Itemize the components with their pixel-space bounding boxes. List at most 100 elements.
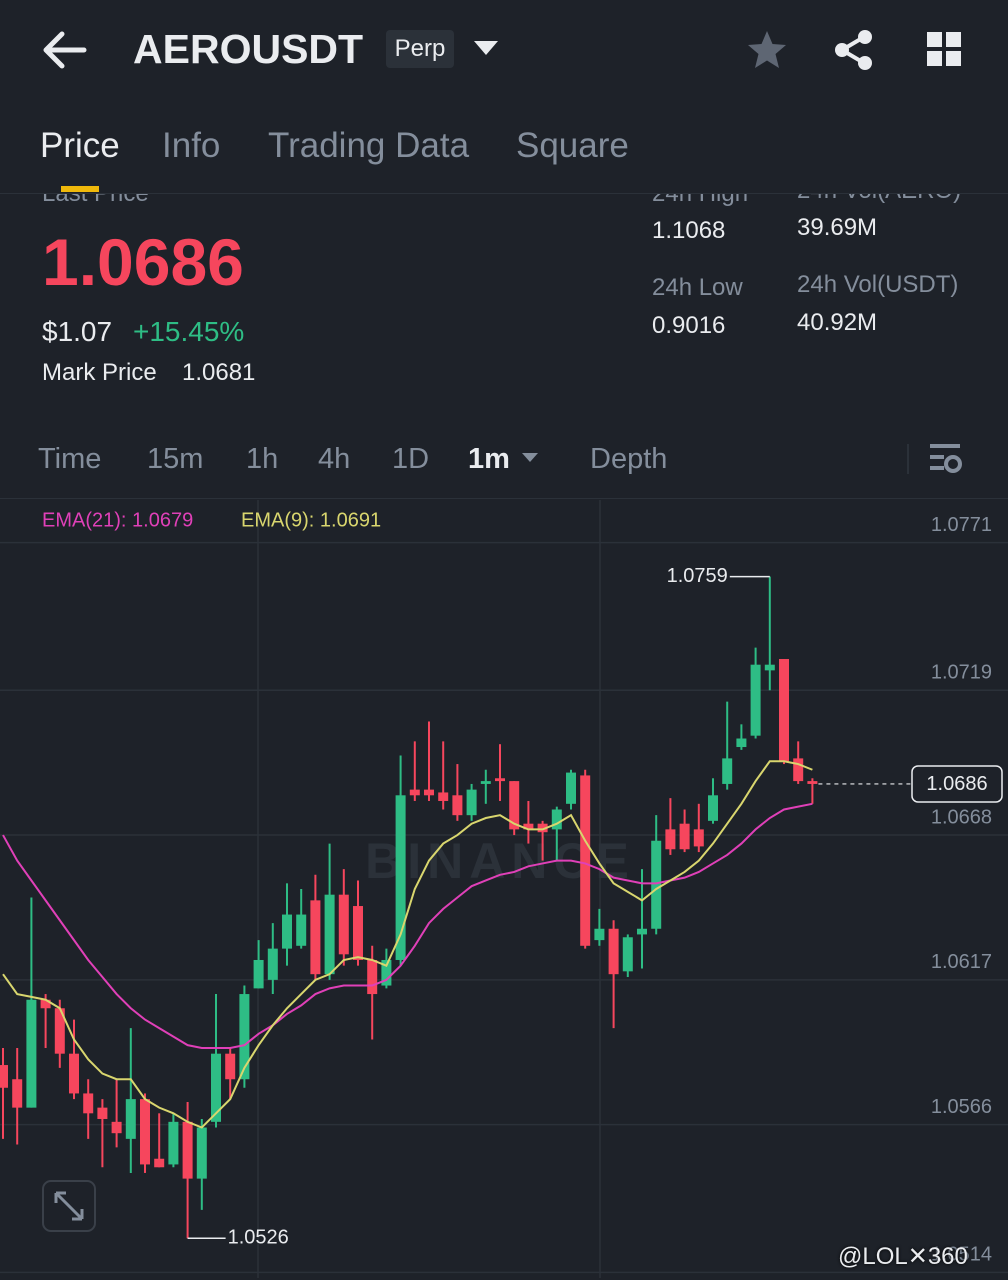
share-icon[interactable] bbox=[832, 28, 876, 72]
candle-body bbox=[225, 1053, 236, 1080]
candle-body bbox=[54, 1008, 65, 1054]
candle-body bbox=[267, 948, 278, 980]
candle-body bbox=[324, 894, 335, 975]
candle-body bbox=[793, 758, 804, 782]
candle-body bbox=[338, 894, 349, 955]
candle-body bbox=[679, 823, 690, 850]
price-chart: BINANCE EMA(21): 1.0679 EMA(9): 1.0691 1… bbox=[0, 500, 1008, 1278]
stat-value: 1.1068 bbox=[652, 217, 726, 244]
interval[interactable]: 1m bbox=[468, 443, 510, 475]
favorite-star[interactable] bbox=[745, 28, 789, 72]
legend-entry: EMA(21): 1.0679 bbox=[42, 509, 193, 531]
usd-price: $1.07 bbox=[42, 316, 113, 347]
candle-body bbox=[637, 928, 647, 935]
candle-body bbox=[253, 959, 264, 989]
last-price: 1.0686 bbox=[42, 225, 244, 299]
footer-watermark: @LOL✕360 bbox=[838, 1243, 968, 1270]
candle-body bbox=[509, 781, 520, 830]
interval[interactable]: Time bbox=[38, 443, 102, 475]
candle-body bbox=[125, 1099, 136, 1139]
mark-price: 1.0681 bbox=[182, 359, 256, 386]
tab-underline bbox=[61, 186, 99, 192]
back-arrow[interactable] bbox=[40, 28, 90, 72]
candle-body bbox=[452, 795, 463, 816]
divider bbox=[0, 498, 1008, 499]
candle-body bbox=[97, 1107, 108, 1119]
stat-value: 40.92M bbox=[797, 309, 878, 336]
candle-body bbox=[480, 781, 491, 784]
interval[interactable]: Depth bbox=[590, 443, 668, 475]
candle-body bbox=[424, 789, 434, 796]
candle-body bbox=[736, 738, 747, 748]
candle-body bbox=[367, 959, 378, 995]
symbol-dropdown[interactable] bbox=[472, 38, 500, 58]
candle-body bbox=[537, 823, 548, 833]
candle-body bbox=[764, 664, 775, 671]
high-label: 1.0759 bbox=[667, 565, 728, 587]
stat-label: 24h Vol(USDT) bbox=[797, 271, 959, 298]
legend-entry: EMA(9): 1.0691 bbox=[241, 509, 381, 531]
candle-body bbox=[12, 1079, 23, 1108]
mark-price-label: Mark Price bbox=[42, 359, 157, 386]
candle-body bbox=[182, 1121, 193, 1179]
interval[interactable]: 15m bbox=[147, 443, 204, 475]
stat-label: 24h Low bbox=[652, 274, 743, 301]
interval[interactable]: 1h bbox=[246, 443, 279, 475]
expand-button[interactable] bbox=[42, 1180, 96, 1232]
tab[interactable]: Price bbox=[40, 126, 120, 165]
y-tick-label: 1.0566 bbox=[931, 1096, 992, 1118]
candle-body bbox=[807, 781, 818, 784]
candle-body bbox=[708, 795, 718, 821]
candle-body bbox=[523, 823, 534, 830]
candle-body bbox=[495, 778, 505, 782]
candle-body bbox=[722, 758, 733, 784]
stat-value: 39.69M bbox=[797, 214, 878, 241]
candle-body bbox=[211, 1053, 221, 1122]
price-tag-label: 1.0686 bbox=[926, 773, 987, 795]
candle-body bbox=[69, 1053, 79, 1094]
tab[interactable]: Info bbox=[162, 126, 221, 165]
candle-body bbox=[154, 1158, 165, 1168]
candle-body bbox=[140, 1099, 150, 1165]
menu-grid[interactable] bbox=[925, 30, 965, 70]
separator bbox=[907, 444, 909, 474]
chart-settings[interactable] bbox=[928, 442, 964, 476]
perp-badge: Perp bbox=[386, 30, 454, 68]
price-tag bbox=[911, 765, 1003, 803]
y-tick-label: 1.0617 bbox=[931, 951, 992, 973]
stat-value: 0.9016 bbox=[652, 312, 726, 339]
stat-label: 24h Vol(AERO) bbox=[797, 194, 961, 205]
candle-body bbox=[353, 906, 363, 960]
candle-body bbox=[0, 1065, 8, 1088]
interval[interactable]: 1D bbox=[392, 443, 430, 475]
candle-body bbox=[83, 1093, 94, 1114]
tab[interactable]: Square bbox=[516, 126, 629, 165]
candle-body bbox=[651, 840, 662, 929]
ema-line bbox=[2, 760, 813, 1129]
low-label: 1.0526 bbox=[228, 1227, 289, 1249]
candle-body bbox=[665, 829, 676, 850]
last-price-label: Last Price bbox=[42, 194, 149, 208]
candle-body bbox=[310, 900, 321, 975]
interval[interactable]: 4h bbox=[318, 443, 351, 475]
ema-line bbox=[2, 802, 813, 1050]
stat-label: 24h High bbox=[652, 194, 748, 208]
candle-body bbox=[26, 999, 37, 1108]
candle-body bbox=[296, 914, 307, 946]
y-tick-label: 1.0771 bbox=[931, 514, 992, 536]
interval-dropdown[interactable] bbox=[520, 451, 540, 465]
tab[interactable]: Trading Data bbox=[268, 126, 470, 165]
ticker: Last Price 1.0686 $1.07 +15.45% Mark Pri… bbox=[0, 194, 1008, 404]
candle-body bbox=[594, 928, 605, 941]
candle-body bbox=[409, 789, 420, 796]
candle-body bbox=[196, 1127, 207, 1179]
candle-body bbox=[282, 914, 292, 949]
symbol[interactable]: AEROUSDT bbox=[133, 26, 364, 72]
candle-body bbox=[239, 994, 250, 1080]
candle-body bbox=[551, 809, 562, 830]
candle-body bbox=[566, 772, 576, 804]
candle-body bbox=[395, 795, 406, 960]
candle-body bbox=[622, 937, 633, 972]
candle-body bbox=[580, 775, 591, 946]
candle-body bbox=[111, 1121, 122, 1134]
